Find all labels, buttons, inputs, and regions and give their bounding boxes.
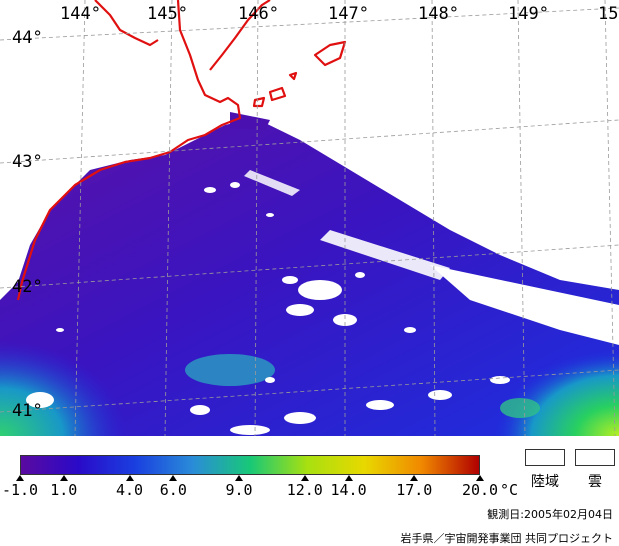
colorbar-tick-mark	[16, 475, 24, 481]
colorbar-tick-label: 20.0	[461, 481, 499, 499]
colorbar-tick-label: 1.0	[50, 481, 78, 499]
latitude-label-42: 42°	[12, 277, 43, 297]
cloud-legend-label: 雲	[588, 474, 602, 490]
colorbar-tick-label: 14.0	[330, 481, 367, 499]
cloud-patches	[26, 170, 619, 435]
latitude-label-44: 44°	[12, 28, 43, 48]
colorbar-tick-mark	[300, 475, 309, 481]
credit-line: 岩手県／宇宙開発事業団 共同プロジェクト	[400, 532, 614, 545]
longitude-label-147: 147°	[328, 4, 369, 24]
observation-date: 観測日:2005年02月04日	[487, 508, 613, 521]
longitude-label-148: 148°	[418, 4, 459, 24]
colorbar-tick-mark	[235, 475, 244, 481]
coastline	[16, 0, 347, 301]
longitude-label-144: 144°	[60, 4, 101, 24]
colorbar-tick-label: -1.0	[1, 481, 39, 499]
longitude-label-150: 15	[598, 4, 619, 24]
colorbar-tick-label: 6.0	[159, 481, 187, 499]
longitude-label-145: 145°	[147, 4, 188, 24]
land-legend-label: 陸域	[531, 474, 559, 490]
cloud-legend-swatch	[575, 449, 615, 466]
longitude-label-146: 146°	[238, 4, 279, 24]
colorbar-tick-mark	[59, 475, 68, 481]
colorbar-tick-label: 17.0	[396, 481, 433, 499]
graticule	[0, 0, 619, 436]
colorbar-tick-mark	[169, 475, 178, 481]
latitude-label-41: 41°	[12, 401, 43, 421]
colorbar-tick-mark	[476, 475, 484, 481]
colorbar-tick-mark	[344, 475, 353, 481]
sea-surface-temperature-map	[0, 0, 619, 436]
colorbar-tick-mark	[125, 475, 134, 481]
sea-area	[0, 112, 619, 436]
colorbar-unit: °C	[499, 481, 519, 499]
latitude-label-43: 43°	[12, 152, 43, 172]
longitude-label-149: 149°	[508, 4, 549, 24]
land-legend-swatch	[525, 449, 565, 466]
colorbar-tick-label: 12.0	[286, 481, 323, 499]
temperature-colorbar	[20, 455, 480, 475]
colorbar-tick-label: 9.0	[225, 481, 253, 499]
colorbar-tick-mark	[410, 475, 419, 481]
colorbar-tick-label: 4.0	[115, 481, 144, 499]
